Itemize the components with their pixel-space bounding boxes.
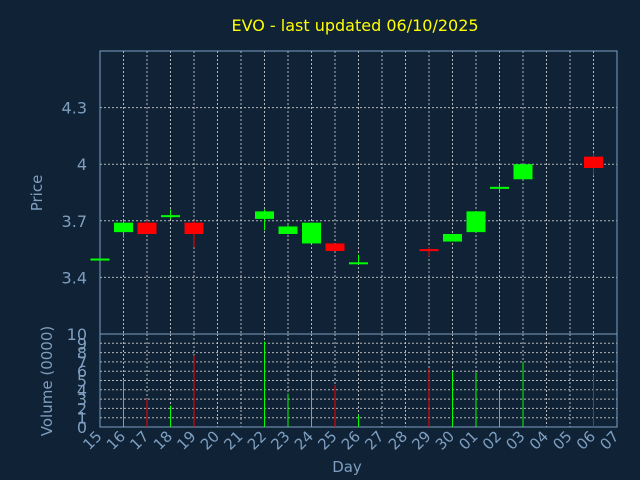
x-tick-label: 23 [267,427,293,453]
candle-body [443,234,462,242]
x-tick-label: 18 [150,427,176,453]
x-tick-label: 03 [502,427,528,453]
candle-body [513,164,533,180]
volume-tick-label: 0 [77,418,87,437]
price-panel: 3.4 3.7 4 4.3 [62,50,618,335]
x-tick-label: 07 [596,427,622,453]
volume-axis-label: Volume (0000) [38,326,56,436]
x-axis-label: Day [332,458,362,476]
candle-body [466,211,486,233]
x-tick-label: 06 [573,427,599,453]
x-tick-label: 19 [173,427,199,453]
volume-tick-label: 2 [77,399,87,418]
x-tick-label: 28 [385,427,411,453]
volume-tick-label: 6 [77,362,87,381]
price-tick-label: 3.7 [62,212,87,231]
x-tick-label: 29 [408,427,434,453]
volume-tick-label: 1 [77,409,87,428]
candle-body [325,243,345,251]
x-tick-label: 24 [291,427,317,453]
volume-tick-label: 5 [77,372,87,391]
x-tick-label: 21 [220,427,246,453]
x-tick-label: 16 [103,427,129,453]
candle-body [114,222,133,233]
candle-body [302,222,321,244]
x-tick-label: 20 [197,427,223,453]
price-tick-label: 4.3 [62,99,87,118]
price-tick-label: 3.4 [62,268,87,287]
candle-body [255,211,274,219]
x-tick-label: 27 [361,427,387,453]
candle-body [137,222,157,235]
price-axis-label: Price [28,175,46,212]
x-tick-label: 22 [244,427,270,453]
x-tick-label: 05 [549,427,575,453]
volume-tick-label: 4 [77,381,87,400]
candle-body [490,186,509,189]
x-tick-label: 04 [526,427,552,453]
price-tick-label: 4 [77,155,87,174]
chart-title: EVO - last updated 06/10/2025 [231,16,478,35]
volume-tick-label: 8 [77,344,87,363]
candle-body [278,226,298,235]
candle-body [90,258,110,261]
volume-tick-label: 3 [77,390,87,409]
x-tick-label: 02 [479,427,505,453]
candle-body [419,249,439,252]
volume-tick-label: 10 [67,325,87,344]
x-tick-label: 26 [338,427,364,453]
candle-body [349,262,368,265]
volume-tick-label: 7 [77,353,87,372]
volume-panel: 0123456789101516171819202122232425262728… [67,325,623,454]
candle-body [584,156,603,168]
x-tick-label: 30 [432,427,458,453]
candle-body [184,222,204,235]
x-tick-label: 17 [126,427,152,453]
x-tick-label: 25 [314,427,340,453]
volume-tick-label: 9 [77,334,87,353]
candle-body [161,215,180,218]
x-tick-label: 01 [455,427,481,453]
